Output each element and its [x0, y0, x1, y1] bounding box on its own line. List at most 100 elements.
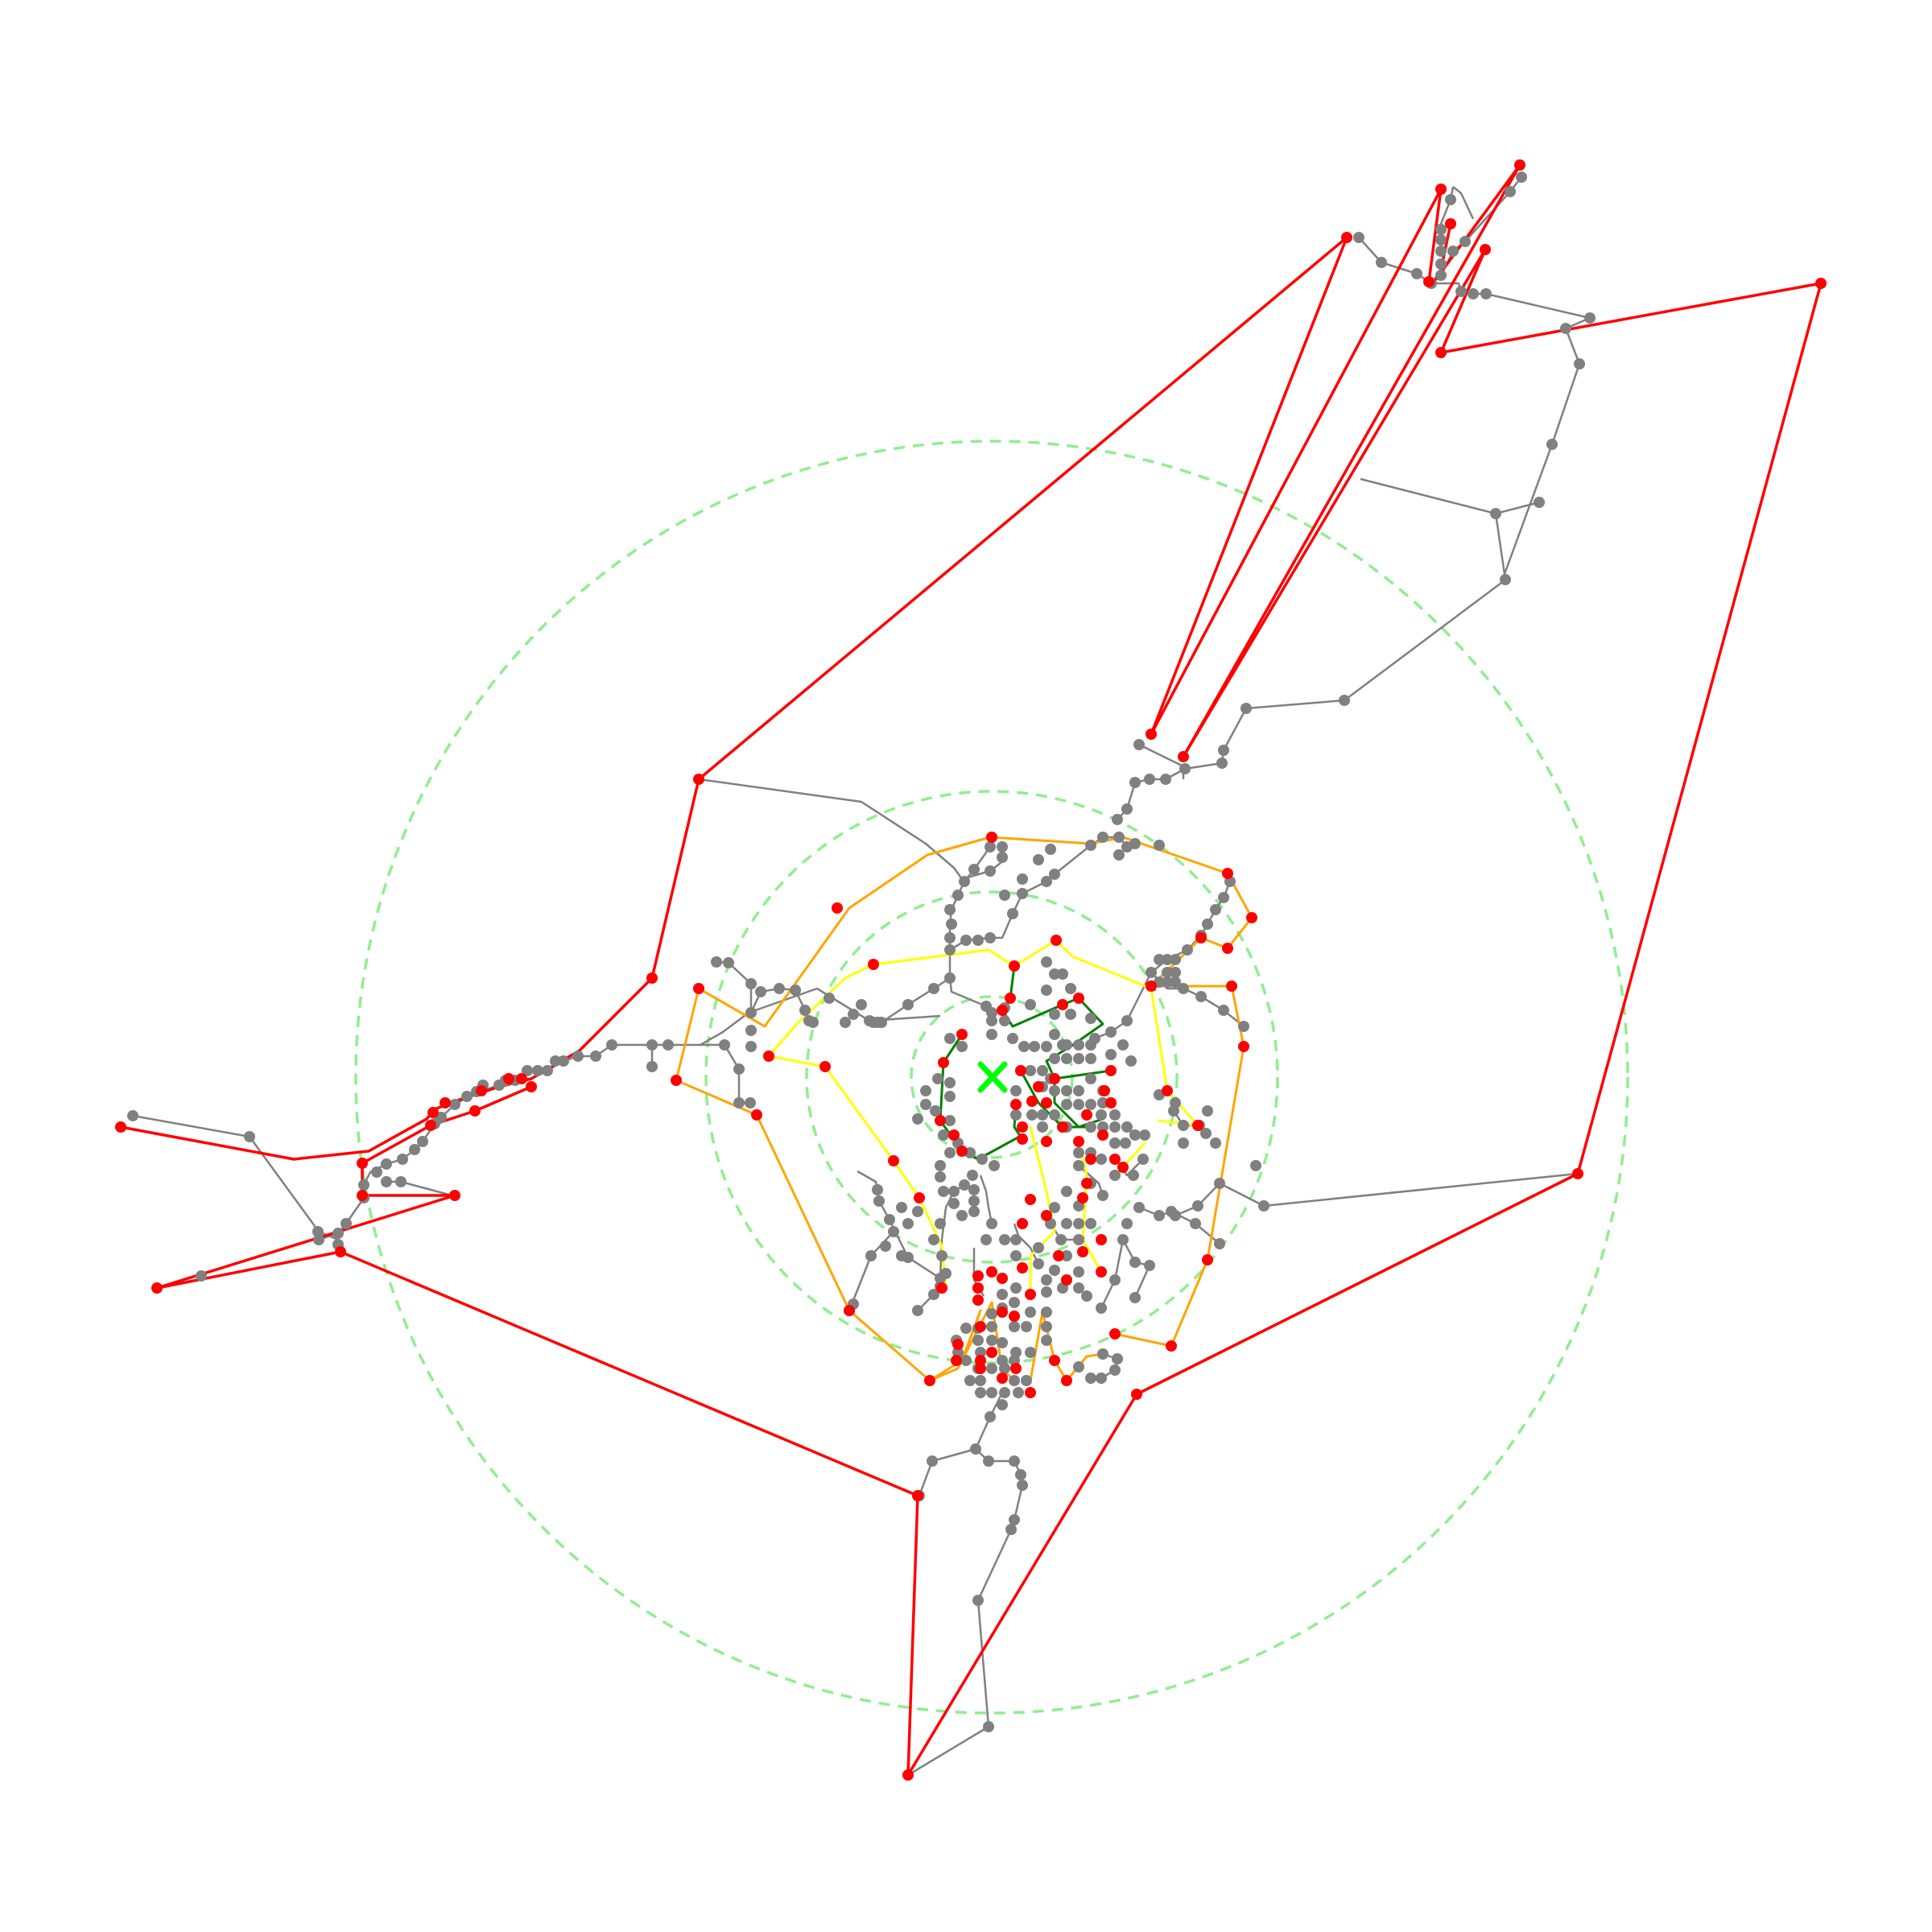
- network-node: [542, 1065, 553, 1076]
- boundary-node: [1041, 1210, 1052, 1221]
- road-edge: [1117, 579, 1506, 820]
- boundary-node: [912, 1490, 923, 1501]
- network-node: [856, 999, 867, 1010]
- network-node: [1073, 1266, 1084, 1278]
- network-node: [1096, 1154, 1107, 1165]
- network-node: [1560, 323, 1571, 334]
- network-node: [1214, 1238, 1225, 1249]
- network-node: [985, 1411, 996, 1422]
- network-node: [1129, 838, 1141, 849]
- network-node: [1468, 288, 1479, 299]
- network-node: [865, 1250, 877, 1261]
- boundary-node: [1238, 1041, 1249, 1052]
- network-node: [1041, 1307, 1052, 1318]
- network-node: [1117, 1234, 1129, 1245]
- network-node: [1574, 358, 1585, 369]
- network-node: [745, 1007, 757, 1018]
- network-node: [719, 1039, 730, 1051]
- network-node: [948, 1198, 960, 1209]
- network-node: [1049, 1085, 1060, 1096]
- network-node: [745, 978, 757, 989]
- network-node: [332, 1228, 344, 1239]
- tier-2-edge: [1077, 1141, 1103, 1274]
- network-node: [959, 1179, 970, 1191]
- network-node: [733, 1063, 745, 1075]
- network-node: [1037, 1109, 1048, 1121]
- boundary-node: [427, 1107, 439, 1118]
- network-node: [1129, 1129, 1141, 1141]
- network-node: [1170, 1210, 1181, 1221]
- network-node: [1017, 1480, 1028, 1491]
- network-node: [1049, 1053, 1060, 1064]
- boundary-node: [1025, 1387, 1036, 1398]
- boundary-node: [986, 832, 997, 843]
- ring-2: [805, 890, 1179, 1264]
- road-edge: [1452, 186, 1475, 220]
- network-node: [397, 1154, 408, 1165]
- boundary-node: [1480, 244, 1491, 255]
- network-node: [920, 1099, 931, 1110]
- boundary-node: [1222, 943, 1233, 954]
- network-node: [1480, 288, 1492, 299]
- network-node: [1218, 1005, 1229, 1016]
- network-node: [1097, 1121, 1108, 1133]
- network-node: [986, 1015, 997, 1026]
- network-node: [1061, 1186, 1072, 1197]
- network-node: [944, 1091, 956, 1102]
- network-node: [1447, 246, 1459, 257]
- boundary-node: [1025, 1194, 1036, 1205]
- network-node: [1041, 1335, 1052, 1346]
- network-node: [1061, 1218, 1072, 1229]
- network-node: [946, 919, 957, 930]
- network-node: [1097, 1348, 1108, 1360]
- network-node: [986, 1029, 997, 1040]
- network-node: [1017, 873, 1028, 885]
- network-node: [371, 1166, 382, 1178]
- network-node: [1085, 1073, 1096, 1084]
- network-node: [1192, 1200, 1203, 1212]
- network-node: [986, 1387, 997, 1398]
- boundary-node: [335, 1246, 346, 1257]
- network-node: [997, 1355, 1008, 1366]
- road-network-edges: [132, 176, 1591, 1777]
- boundary-node: [1192, 1120, 1203, 1131]
- network-node: [1339, 695, 1350, 706]
- network-node: [358, 1179, 369, 1191]
- network-node: [948, 1186, 960, 1197]
- network-node: [972, 935, 984, 946]
- network-node: [1162, 976, 1173, 988]
- network-node: [1112, 814, 1123, 825]
- boundary-node: [1423, 276, 1435, 287]
- boundary-node: [924, 1375, 935, 1386]
- network-node: [799, 1005, 811, 1016]
- network-node: [872, 1017, 883, 1028]
- boundary-node: [1017, 1121, 1028, 1133]
- tier-4-edge: [1182, 163, 1521, 758]
- network-node: [312, 1226, 324, 1237]
- road-edge: [907, 1448, 1024, 1777]
- network-node: [1179, 763, 1191, 774]
- network-node: [985, 865, 996, 877]
- boundary-node: [844, 1305, 855, 1316]
- network-node: [999, 1234, 1010, 1245]
- network-node: [1073, 1039, 1084, 1051]
- network-node: [1125, 1055, 1137, 1067]
- network-node: [733, 1097, 745, 1108]
- network-node: [985, 841, 996, 852]
- boundary-node: [948, 1129, 960, 1141]
- network-node: [1017, 888, 1028, 899]
- boundary-node: [975, 1363, 986, 1374]
- network-node: [986, 1007, 997, 1018]
- boundary-node: [1073, 1136, 1084, 1147]
- network-node: [944, 944, 956, 956]
- network-node: [1144, 1260, 1155, 1271]
- boundary-node: [1081, 1109, 1092, 1121]
- network-node: [395, 1176, 407, 1187]
- network-node: [1121, 803, 1133, 815]
- network-node: [896, 1202, 907, 1213]
- road-edge: [857, 1170, 942, 1311]
- boundary-node: [1049, 1355, 1060, 1366]
- boundary-node: [1178, 751, 1189, 762]
- network-node: [1073, 1234, 1084, 1245]
- network-node: [1085, 1099, 1096, 1110]
